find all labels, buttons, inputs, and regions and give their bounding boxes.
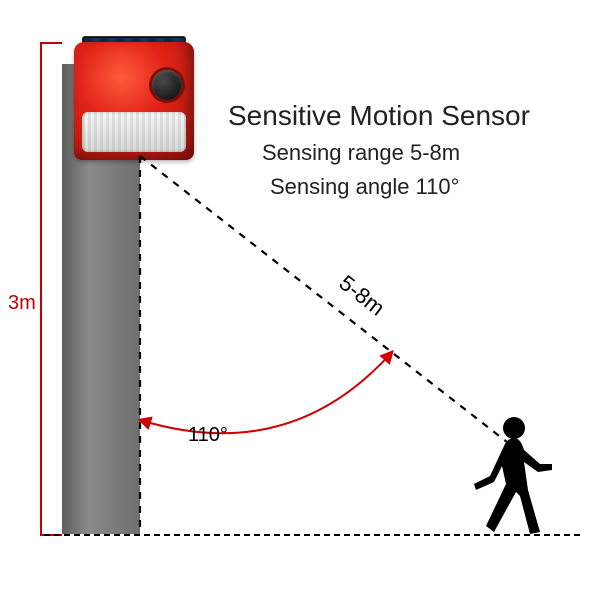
height-dim-label: 3m (8, 292, 36, 315)
sensor-lens (152, 70, 182, 100)
pir-window (82, 112, 186, 152)
subtitle-range: Sensing range 5-8m (262, 140, 460, 166)
height-dim-line (40, 42, 42, 534)
title: Sensitive Motion Sensor (228, 100, 530, 132)
range-label: 5-8m (334, 270, 390, 321)
diagram-canvas: 3m Sensitive Motion Sensor Sensing range… (0, 0, 600, 600)
angle-arc (140, 352, 392, 433)
angle-label: 110° (188, 424, 228, 447)
height-dim-top-tick (40, 42, 62, 44)
ground-line (44, 534, 580, 537)
subtitle-angle: Sensing angle 110° (270, 174, 459, 200)
person-icon (474, 417, 552, 534)
